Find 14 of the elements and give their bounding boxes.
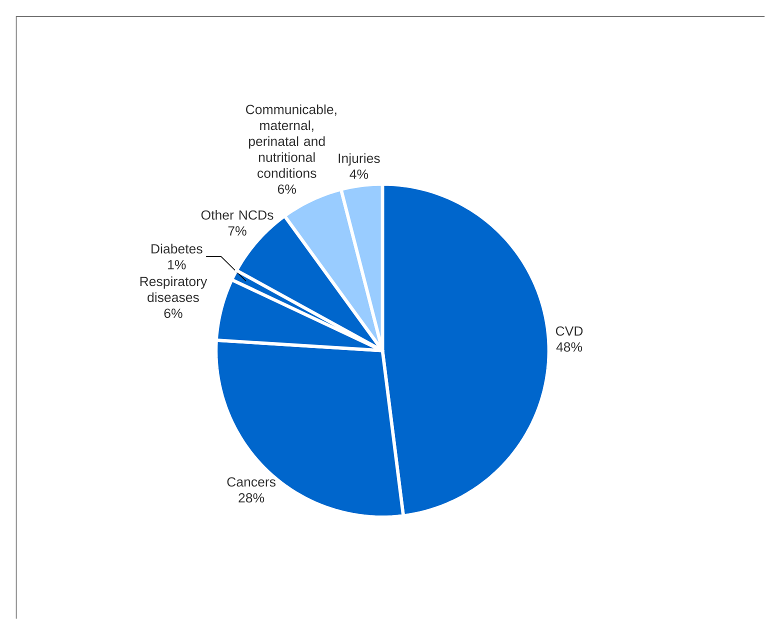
slice-label: Respiratory diseases [140, 276, 208, 302]
data-label: 48% [556, 342, 582, 352]
data-label: 6% [278, 184, 296, 194]
data-label: 6% [164, 308, 182, 318]
slice-label: Diabetes [152, 244, 202, 254]
data-label: 1% [168, 260, 186, 270]
slice-label: Cancers [227, 477, 276, 487]
slice-label: Other NCDs [201, 210, 274, 220]
slice-label: Injuries [338, 153, 380, 166]
data-label: 7% [228, 226, 246, 236]
data-label: 28% [238, 493, 264, 502]
slice-label: CVD [556, 326, 583, 336]
data-label: 4% [350, 170, 368, 179]
slice-label: Communicable, maternal, perinatal and nutritional conditions [246, 104, 336, 178]
